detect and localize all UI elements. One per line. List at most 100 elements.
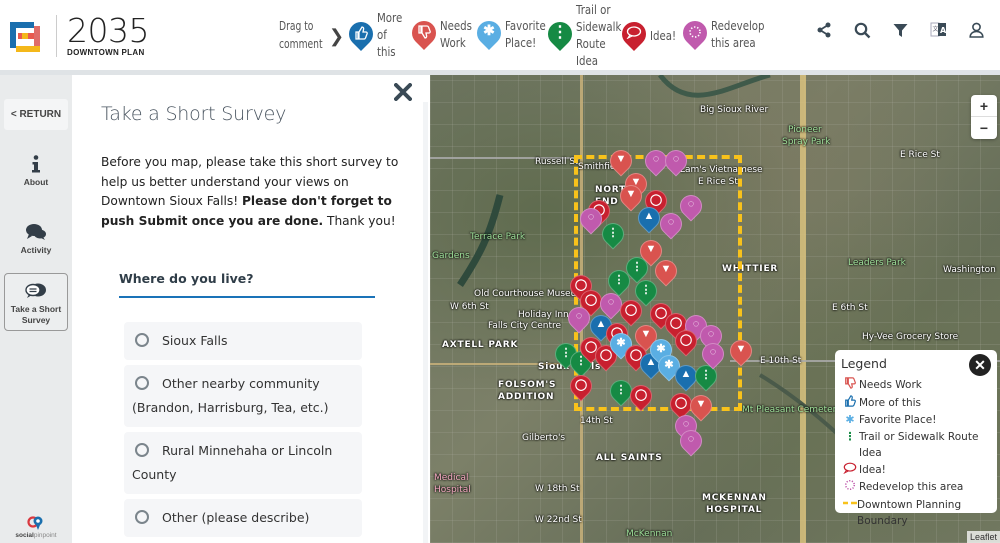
- map-marker-redevelop[interactable]: ◌: [575, 203, 607, 235]
- map-marker-needs-work[interactable]: ▼: [605, 145, 637, 177]
- map-marker-needs-work[interactable]: ▼: [685, 390, 717, 422]
- map-marker-redevelop[interactable]: ◌: [640, 145, 672, 177]
- map-marker-redevelop[interactable]: ◌: [563, 302, 595, 334]
- radio-option[interactable]: Rural Minnehaha or Lincoln County: [124, 432, 362, 494]
- svg-text:文: 文: [932, 25, 938, 33]
- search-icon[interactable]: [852, 20, 872, 40]
- radio-option[interactable]: Sioux Falls: [124, 322, 362, 360]
- map-marker-idea[interactable]: ◯: [590, 340, 622, 372]
- marker-idea[interactable]: Idea!: [617, 17, 681, 51]
- thumbs-down-icon: ▼: [735, 343, 747, 355]
- asterisk-icon: ✱: [845, 413, 855, 426]
- thumbs-up-icon: ▲: [643, 210, 655, 222]
- map-marker-trail-idea[interactable]: ⋮: [550, 338, 582, 370]
- marker-needs-work[interactable]: Needs Work: [407, 16, 478, 52]
- map-marker-favorite-place[interactable]: ✱: [605, 328, 637, 360]
- map-marker-idea[interactable]: ◯: [625, 380, 657, 412]
- thumbs-down-icon: ▼: [695, 398, 707, 410]
- radio-button[interactable]: [135, 333, 149, 347]
- map-marker-needs-work[interactable]: ▼: [615, 180, 647, 212]
- map-marker-trail-idea[interactable]: ⋮: [603, 265, 635, 297]
- map-marker-redevelop[interactable]: ◌: [675, 190, 707, 222]
- vertical-dots-icon: ⋮: [613, 274, 625, 286]
- map-marker-idea[interactable]: ◯: [640, 185, 672, 217]
- road: [430, 157, 580, 159]
- user-icon[interactable]: [966, 20, 986, 40]
- socialpinpoint-brand[interactable]: socialpinpoint: [0, 516, 72, 539]
- map-marker-trail-idea[interactable]: ⋮: [597, 218, 629, 250]
- map-marker-needs-work[interactable]: ▼: [725, 335, 757, 367]
- page-title: Take a Short Survey: [101, 103, 287, 125]
- map-marker-redevelop[interactable]: ◌: [695, 320, 727, 352]
- map-marker-trail-idea[interactable]: ⋮: [565, 346, 597, 378]
- leaflet-attribution[interactable]: Leaflet: [966, 531, 1000, 543]
- map-marker-redevelop[interactable]: ◌: [655, 208, 687, 240]
- dotted-circle-icon: [678, 16, 712, 50]
- zoom-in-button[interactable]: +: [971, 95, 997, 117]
- map-marker-idea[interactable]: ◯: [615, 295, 647, 327]
- map-marker-idea[interactable]: ◯: [575, 332, 607, 364]
- map-marker-idea[interactable]: ◯: [565, 370, 597, 402]
- map-marker-trail-idea[interactable]: ⋮: [621, 252, 653, 284]
- map-marker-idea[interactable]: ◯: [670, 325, 702, 357]
- radio-button[interactable]: [135, 443, 149, 457]
- dotted-circle-icon: ◌: [707, 328, 715, 340]
- speech-bubble-icon: [841, 462, 859, 480]
- radio-option[interactable]: Other (please describe): [124, 499, 362, 537]
- radio-button[interactable]: [135, 510, 149, 524]
- sidebar-item-take-a-short-survey[interactable]: Take a Short Survey: [4, 273, 68, 331]
- thumbs-up-icon: ▲: [595, 318, 607, 330]
- map-marker-needs-work[interactable]: ▼: [650, 255, 682, 287]
- map-marker-more-of-this[interactable]: ▲: [670, 360, 702, 392]
- map-marker-redevelop[interactable]: ◌: [660, 145, 692, 177]
- map-marker-trail-idea[interactable]: ⋮: [630, 275, 662, 307]
- map-marker-idea[interactable]: ◯: [575, 285, 607, 317]
- map-marker-redevelop[interactable]: ◌: [697, 338, 729, 370]
- marker-trail-idea[interactable]: ⋮ Trail or Sidewalk Route Idea: [543, 2, 629, 70]
- dotted-circle-icon: ◌: [709, 346, 717, 358]
- marker-more-of-this[interactable]: More of this: [344, 10, 407, 61]
- map-marker-favorite-place[interactable]: ✱: [645, 334, 677, 366]
- marker-favorite-place[interactable]: ✱ Favorite Place!: [472, 16, 553, 52]
- chevron-right-icon: ❯: [329, 26, 345, 46]
- map-marker-more-of-this[interactable]: ▲: [633, 202, 665, 234]
- map-canvas[interactable]: Russell St Smithfield Lam's Vietnamese E Ri…: [430, 75, 1000, 543]
- radio-option[interactable]: Other nearby community (Brandon, Harrisb…: [124, 365, 362, 427]
- zoom-out-button[interactable]: −: [979, 120, 989, 136]
- map-label: Hospital: [434, 485, 471, 495]
- map-marker-trail-idea[interactable]: ⋮: [605, 375, 637, 407]
- radio-button[interactable]: [135, 376, 149, 390]
- map-marker-needs-work[interactable]: ▼: [620, 168, 652, 200]
- legend-close-icon[interactable]: ✕: [969, 354, 991, 376]
- marker-label: More of this: [377, 11, 403, 59]
- map-marker-redevelop[interactable]: ◌: [595, 288, 627, 320]
- map-marker-idea[interactable]: ◯: [645, 298, 677, 330]
- map-marker-redevelop[interactable]: ◌: [680, 310, 712, 342]
- map-marker-idea[interactable]: ◯: [660, 308, 692, 340]
- map-marker-idea[interactable]: ◯: [620, 340, 652, 372]
- map-label: FOLSOM'S: [498, 380, 557, 390]
- share-icon[interactable]: [814, 20, 834, 40]
- marker-redevelop[interactable]: Redevelop this area: [678, 16, 774, 52]
- map-marker-redevelop[interactable]: ◌: [670, 410, 702, 442]
- map-marker-more-of-this[interactable]: ▲: [635, 348, 667, 380]
- logo-divider: [56, 14, 57, 57]
- map-marker-favorite-place[interactable]: ✱: [653, 350, 685, 382]
- map-marker-needs-work[interactable]: ▼: [635, 235, 667, 267]
- map-marker-redevelop[interactable]: ◌: [675, 425, 707, 457]
- map-marker-needs-work[interactable]: ▼: [630, 320, 662, 352]
- map-marker-trail-idea[interactable]: ⋮: [690, 360, 722, 392]
- logo[interactable]: 2035 DOWNTOWN PLAN: [8, 14, 149, 57]
- map-marker-idea[interactable]: ◯: [565, 270, 597, 302]
- filter-icon[interactable]: [890, 20, 910, 40]
- sidebar-item-activity[interactable]: Activity: [4, 223, 68, 256]
- sidebar-item-about[interactable]: About: [4, 155, 68, 188]
- map-marker-more-of-this[interactable]: ▲: [585, 310, 617, 342]
- return-button[interactable]: < RETURN: [4, 99, 68, 130]
- close-icon[interactable]: [394, 83, 412, 101]
- map-marker-idea[interactable]: ◯: [665, 388, 697, 420]
- panel-scrollbar[interactable]: [423, 102, 428, 543]
- question-underline: [119, 296, 375, 298]
- map-label: Old Courthouse Museum: [474, 289, 586, 299]
